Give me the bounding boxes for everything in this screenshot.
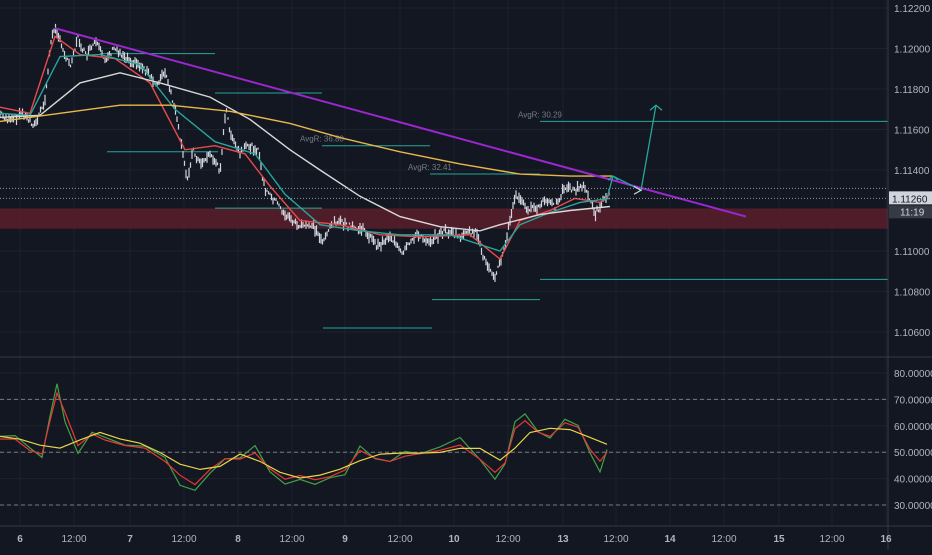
osc-tick-label: 40.00000 bbox=[894, 475, 932, 486]
countdown-badge bbox=[889, 205, 932, 219]
time-tick-label: 12:00 bbox=[495, 534, 520, 545]
time-tick-label: 7 bbox=[127, 534, 133, 545]
time-tick-label: 12:00 bbox=[171, 534, 196, 545]
oscillator-line bbox=[0, 383, 608, 491]
time-tick-label: 15 bbox=[773, 534, 785, 545]
time-tick-label: 8 bbox=[235, 534, 241, 545]
level-label: AvgR: 30.29 bbox=[518, 110, 562, 119]
moving-averages bbox=[0, 35, 612, 261]
time-tick-label: 16 bbox=[880, 534, 892, 545]
price-tick-label: 1.10800 bbox=[894, 288, 931, 299]
osc-tick-label: 30.00000 bbox=[894, 501, 932, 512]
price-tick-label: 1.12200 bbox=[894, 4, 931, 15]
level-label: AvgR: 32.41 bbox=[408, 163, 452, 172]
oscillator-pane bbox=[0, 383, 608, 491]
time-tick-label: 9 bbox=[342, 534, 348, 545]
osc-tick-label: 60.00000 bbox=[894, 422, 932, 433]
price-tick-label: 1.10600 bbox=[894, 328, 931, 339]
osc-tick-label: 50.00000 bbox=[894, 448, 932, 459]
time-tick-label: 13 bbox=[557, 534, 569, 545]
projection-arrowhead bbox=[633, 185, 643, 195]
osc-tick-label: 80.00000 bbox=[894, 369, 932, 380]
moving-average-line bbox=[0, 104, 612, 177]
level-label: AvgR: 36.80 bbox=[300, 135, 344, 144]
time-tick-label: 12:00 bbox=[711, 534, 736, 545]
price-badge-label: 1.11260 bbox=[892, 194, 928, 205]
price-series bbox=[0, 23, 610, 282]
level-lines: AvgR: 36.80 AvgR: 32.41 AvgR: 30.29 bbox=[100, 53, 888, 329]
price-tick-label: 1.11600 bbox=[894, 126, 930, 137]
time-tick-label: 14 bbox=[664, 534, 676, 545]
moving-average-line bbox=[0, 35, 611, 261]
projection-path bbox=[606, 105, 657, 199]
price-tick-label: 1.11000 bbox=[894, 247, 930, 258]
time-tick-label: 12:00 bbox=[603, 534, 628, 545]
time-tick-label: 12:00 bbox=[279, 534, 304, 545]
oscillator-line bbox=[0, 427, 608, 479]
drawings bbox=[0, 27, 888, 218]
time-tick-label: 12:00 bbox=[61, 534, 86, 545]
time-tick-label: 12:00 bbox=[387, 534, 412, 545]
moving-average-line bbox=[0, 72, 611, 232]
projection-arrowhead bbox=[649, 104, 663, 111]
resistance-zone-rect bbox=[0, 208, 888, 229]
price-tick-label: 1.11800 bbox=[894, 85, 930, 96]
countdown-label: 11:19 bbox=[900, 207, 925, 218]
price-tick-label: 1.12000 bbox=[894, 45, 931, 56]
price-tick-label: 1.11400 bbox=[894, 166, 930, 177]
oscillator-line bbox=[0, 391, 608, 486]
resistance-zone bbox=[0, 208, 888, 229]
time-tick-label: 12:00 bbox=[819, 534, 844, 545]
projection-arrowhead bbox=[607, 175, 619, 181]
time-tick-label: 10 bbox=[448, 534, 460, 545]
moving-average-line bbox=[0, 53, 611, 252]
osc-tick-label: 70.00000 bbox=[894, 395, 932, 406]
price-badge bbox=[889, 191, 932, 205]
time-tick-label: 6 bbox=[17, 534, 23, 545]
